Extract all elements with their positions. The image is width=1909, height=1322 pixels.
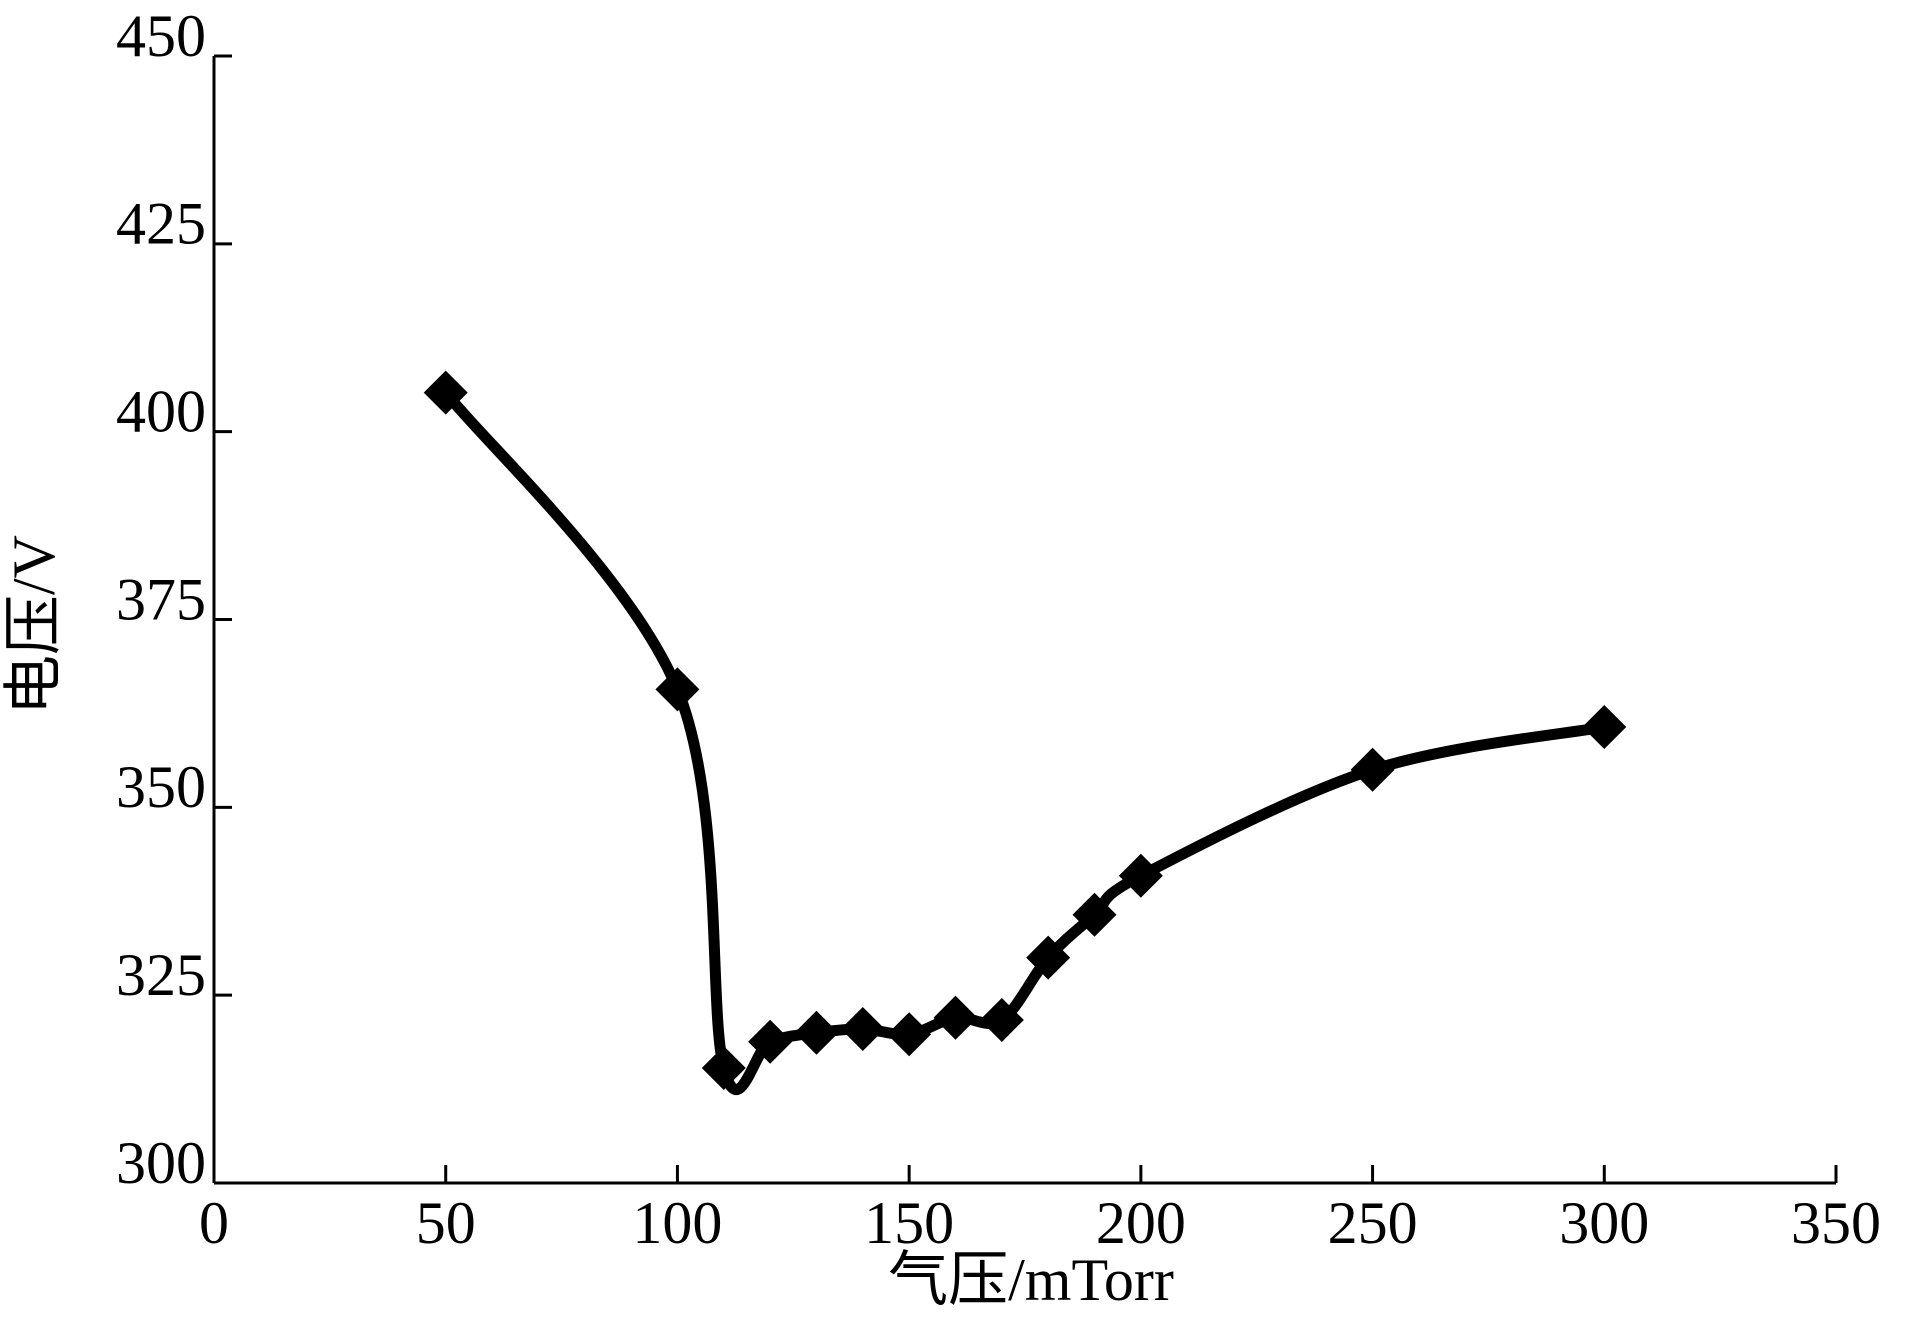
marker <box>1118 853 1163 898</box>
x-tick-label: 250 <box>1328 1190 1418 1256</box>
marker <box>979 997 1024 1042</box>
marker <box>423 370 468 415</box>
marker <box>1026 935 1071 980</box>
y-axis-label: 电压/V <box>1 535 67 715</box>
marker <box>748 1019 793 1064</box>
y-tick-label: 400 <box>116 378 206 444</box>
x-tick-label: 150 <box>864 1190 954 1256</box>
marker <box>933 995 978 1040</box>
x-tick-label: 200 <box>1096 1190 1186 1256</box>
x-tick-label: 50 <box>416 1190 476 1256</box>
x-tick-label: 300 <box>1559 1190 1649 1256</box>
y-tick-label: 300 <box>116 1130 206 1196</box>
x-tick-label: 0 <box>199 1190 229 1256</box>
line <box>441 389 1606 1095</box>
marker <box>1072 892 1117 937</box>
x-tick-label: 100 <box>632 1190 722 1256</box>
marker <box>655 667 700 712</box>
marker <box>887 1012 932 1057</box>
y-tick-label: 450 <box>116 3 206 69</box>
x-tick-label: 350 <box>1791 1190 1881 1256</box>
y-tick-label: 425 <box>116 191 206 257</box>
marker <box>840 1006 885 1051</box>
marker <box>1582 704 1627 749</box>
y-tick-label: 375 <box>116 566 206 632</box>
y-tick-label: 325 <box>116 942 206 1008</box>
marker <box>1350 747 1395 792</box>
x-axis-label: 气压/mTorr <box>888 1247 1174 1313</box>
y-tick-label: 350 <box>116 754 206 820</box>
marker <box>794 1010 839 1055</box>
marker <box>701 1046 746 1091</box>
